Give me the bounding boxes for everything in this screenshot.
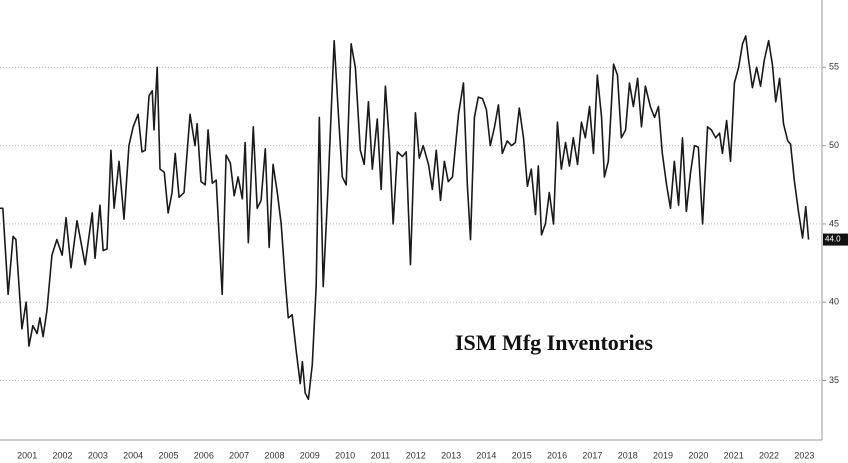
x-tick-label: 2016	[547, 450, 567, 460]
x-tick-label: 2006	[194, 450, 214, 460]
chart-title: ISM Mfg Inventories	[455, 330, 653, 355]
y-tick-label: 40	[829, 297, 839, 307]
y-tick-label: 35	[829, 375, 839, 385]
x-tick-label: 2008	[264, 450, 284, 460]
x-tick-label: 2015	[512, 450, 532, 460]
x-tick-label: 2011	[371, 450, 390, 460]
x-tick-label: 2019	[653, 450, 673, 460]
x-tick-label: 2012	[406, 450, 426, 460]
last-value-label: 44.0	[825, 235, 841, 244]
x-tick-label: 2007	[229, 450, 249, 460]
x-tick-label: 2017	[582, 450, 602, 460]
x-tick-label: 2001	[17, 450, 37, 460]
x-tick-label: 2010	[335, 450, 355, 460]
y-tick-label: 50	[829, 140, 839, 150]
x-tick-label: 2021	[724, 450, 744, 460]
x-tick-label: 2002	[53, 450, 73, 460]
x-tick-label: 2009	[300, 450, 320, 460]
x-tick-label: 2022	[759, 450, 779, 460]
y-tick-label: 45	[829, 218, 839, 228]
y-tick-label: 55	[829, 62, 839, 72]
last-value-box	[823, 233, 848, 246]
x-tick-label: 2020	[688, 450, 708, 460]
x-tick-label: 2004	[123, 450, 143, 460]
x-tick-label: 2014	[476, 450, 496, 460]
x-tick-label: 2018	[618, 450, 638, 460]
x-tick-label: 2023	[794, 450, 814, 460]
x-tick-label: 2005	[158, 450, 178, 460]
x-tick-label: 2003	[88, 450, 108, 460]
x-tick-label: 2013	[441, 450, 461, 460]
data-line	[0, 35, 810, 401]
